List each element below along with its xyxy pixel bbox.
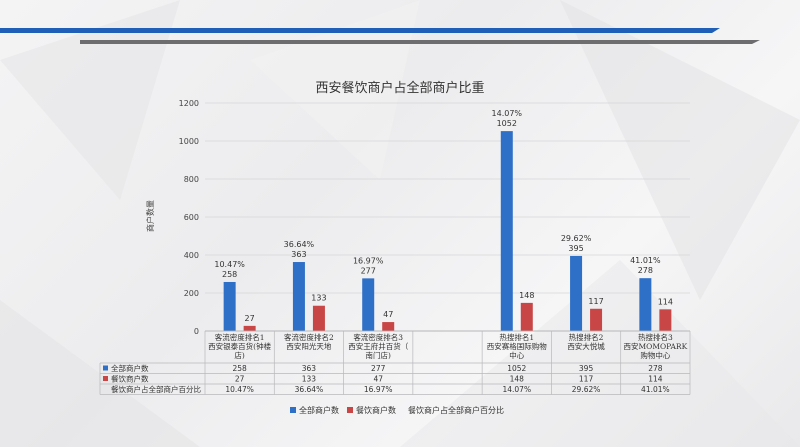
table-cell: 278 [648,364,663,373]
table-cell: 47 [373,375,383,384]
data-label-food: 27 [245,314,255,323]
legend-swatch [290,407,296,413]
table-row-header: 餐饮商户占全部商户百分比 [111,384,201,394]
table-cell: 363 [302,364,317,373]
y-tick-label: 1000 [179,137,199,146]
data-label-percent: 16.97% [353,256,384,265]
data-label-all: 363 [291,250,306,259]
bar-food-merchants [243,325,256,331]
category-label: 购物中心 [640,350,670,360]
bar-all-merchants [570,255,583,331]
category-label: 热搜排名1 [499,332,534,342]
bar-all-merchants [223,281,236,331]
data-label-percent: 14.07% [492,109,523,118]
data-labels: 2582710.47%36313336.64%2774716.97%105214… [214,109,673,323]
bar-all-merchants [362,278,375,331]
table-cell: 16.97% [364,385,393,394]
y-tick-label: 800 [184,175,199,184]
category-label: 热搜排名2 [569,332,604,342]
chart-title: 西安餐饮商户占全部商户比重 [315,80,484,96]
category-label: 西安银泰百货(钟楼 [208,341,271,351]
table-cell: 148 [510,375,525,384]
table-cell: 114 [648,375,663,384]
table-cell: 117 [579,375,594,384]
data-label-food: 114 [658,297,673,306]
y-tick-label: 600 [184,213,199,222]
bar-all-merchants [292,262,305,331]
category-label: 西安MOMOPARK [624,341,688,351]
category-label: 南门店) [365,350,390,360]
table-cell: 10.47% [225,385,254,394]
legend-label: 全部商户数 [299,405,339,415]
data-label-percent: 36.64% [284,240,315,249]
y-axis-label: 商户数量 [145,200,155,232]
table-cell: 36.64% [295,385,324,394]
table-cell: 29.62% [572,385,601,394]
data-label-percent: 10.47% [214,260,245,269]
table-cell: 1052 [507,364,526,373]
gridlines [205,102,690,332]
table-cell: 258 [232,364,247,373]
bars [223,131,672,331]
table-row-header: 餐饮商户数 [111,374,149,384]
category-label: 西安赛格国际购物 [487,341,547,351]
category-label: 西安王府井百货（ [348,341,408,351]
category-label: 店) [234,350,244,360]
bar-all-merchants [639,278,652,331]
data-label-all: 258 [222,270,237,279]
data-label-all: 395 [568,244,583,253]
y-tick-labels: 0 200 400 600 800 1000 1200 [179,99,199,336]
category-label: 客流密度排名1 [215,332,265,342]
table-cell: 14.07% [502,385,531,394]
data-label-percent: 41.01% [630,256,661,265]
data-table: 客流密度排名1西安银泰百货(钟楼店)客流密度排名2西安阳光天地客流密度排名3西安… [99,330,691,395]
data-label-percent: 29.62% [561,234,592,243]
table-cell: 27 [235,375,245,384]
data-label-all: 1052 [497,119,517,128]
data-label-all: 278 [638,266,653,275]
header-stripe-blue [0,28,720,33]
table-legend-swatch [103,376,108,381]
bar-food-merchants [659,309,672,331]
table-row-header: 全部商户数 [111,363,149,373]
y-tick-label: 0 [194,327,199,336]
data-label-food: 133 [311,294,326,303]
table-cell: 133 [302,375,317,384]
data-label-food: 117 [588,297,603,306]
category-label: 客流密度排名2 [284,332,334,342]
legend-label: 餐饮商户占全部商户百分比 [408,405,504,415]
category-label: 西安阳光天地 [286,341,331,351]
legend: 全部商户数 餐饮商户数 餐饮商户占全部商户百分比 [290,405,504,415]
category-label: 西安大悦城 [567,341,605,351]
bar-food-merchants [382,322,395,331]
table-cell: 41.01% [641,385,670,394]
table-legend-swatch [103,365,108,371]
legend-label: 餐饮商户数 [356,405,396,415]
data-label-food: 148 [519,291,534,300]
bar-food-merchants [520,302,533,331]
category-label: 客流密度排名3 [353,332,403,342]
bar-all-merchants [500,131,513,331]
table-cell: 277 [371,364,386,373]
y-tick-label: 1200 [179,99,199,108]
bar-food-merchants [312,305,325,331]
y-tick-label: 400 [184,251,199,260]
legend-swatch [347,407,353,413]
category-label: 中心 [509,350,524,360]
data-label-food: 47 [383,310,393,319]
category-label: 热搜排名3 [638,332,673,342]
bar-food-merchants [590,308,603,331]
table-cell: 395 [579,364,594,373]
y-tick-label: 200 [184,289,199,298]
data-label-all: 277 [361,266,376,275]
header-stripe-gray [80,40,760,44]
